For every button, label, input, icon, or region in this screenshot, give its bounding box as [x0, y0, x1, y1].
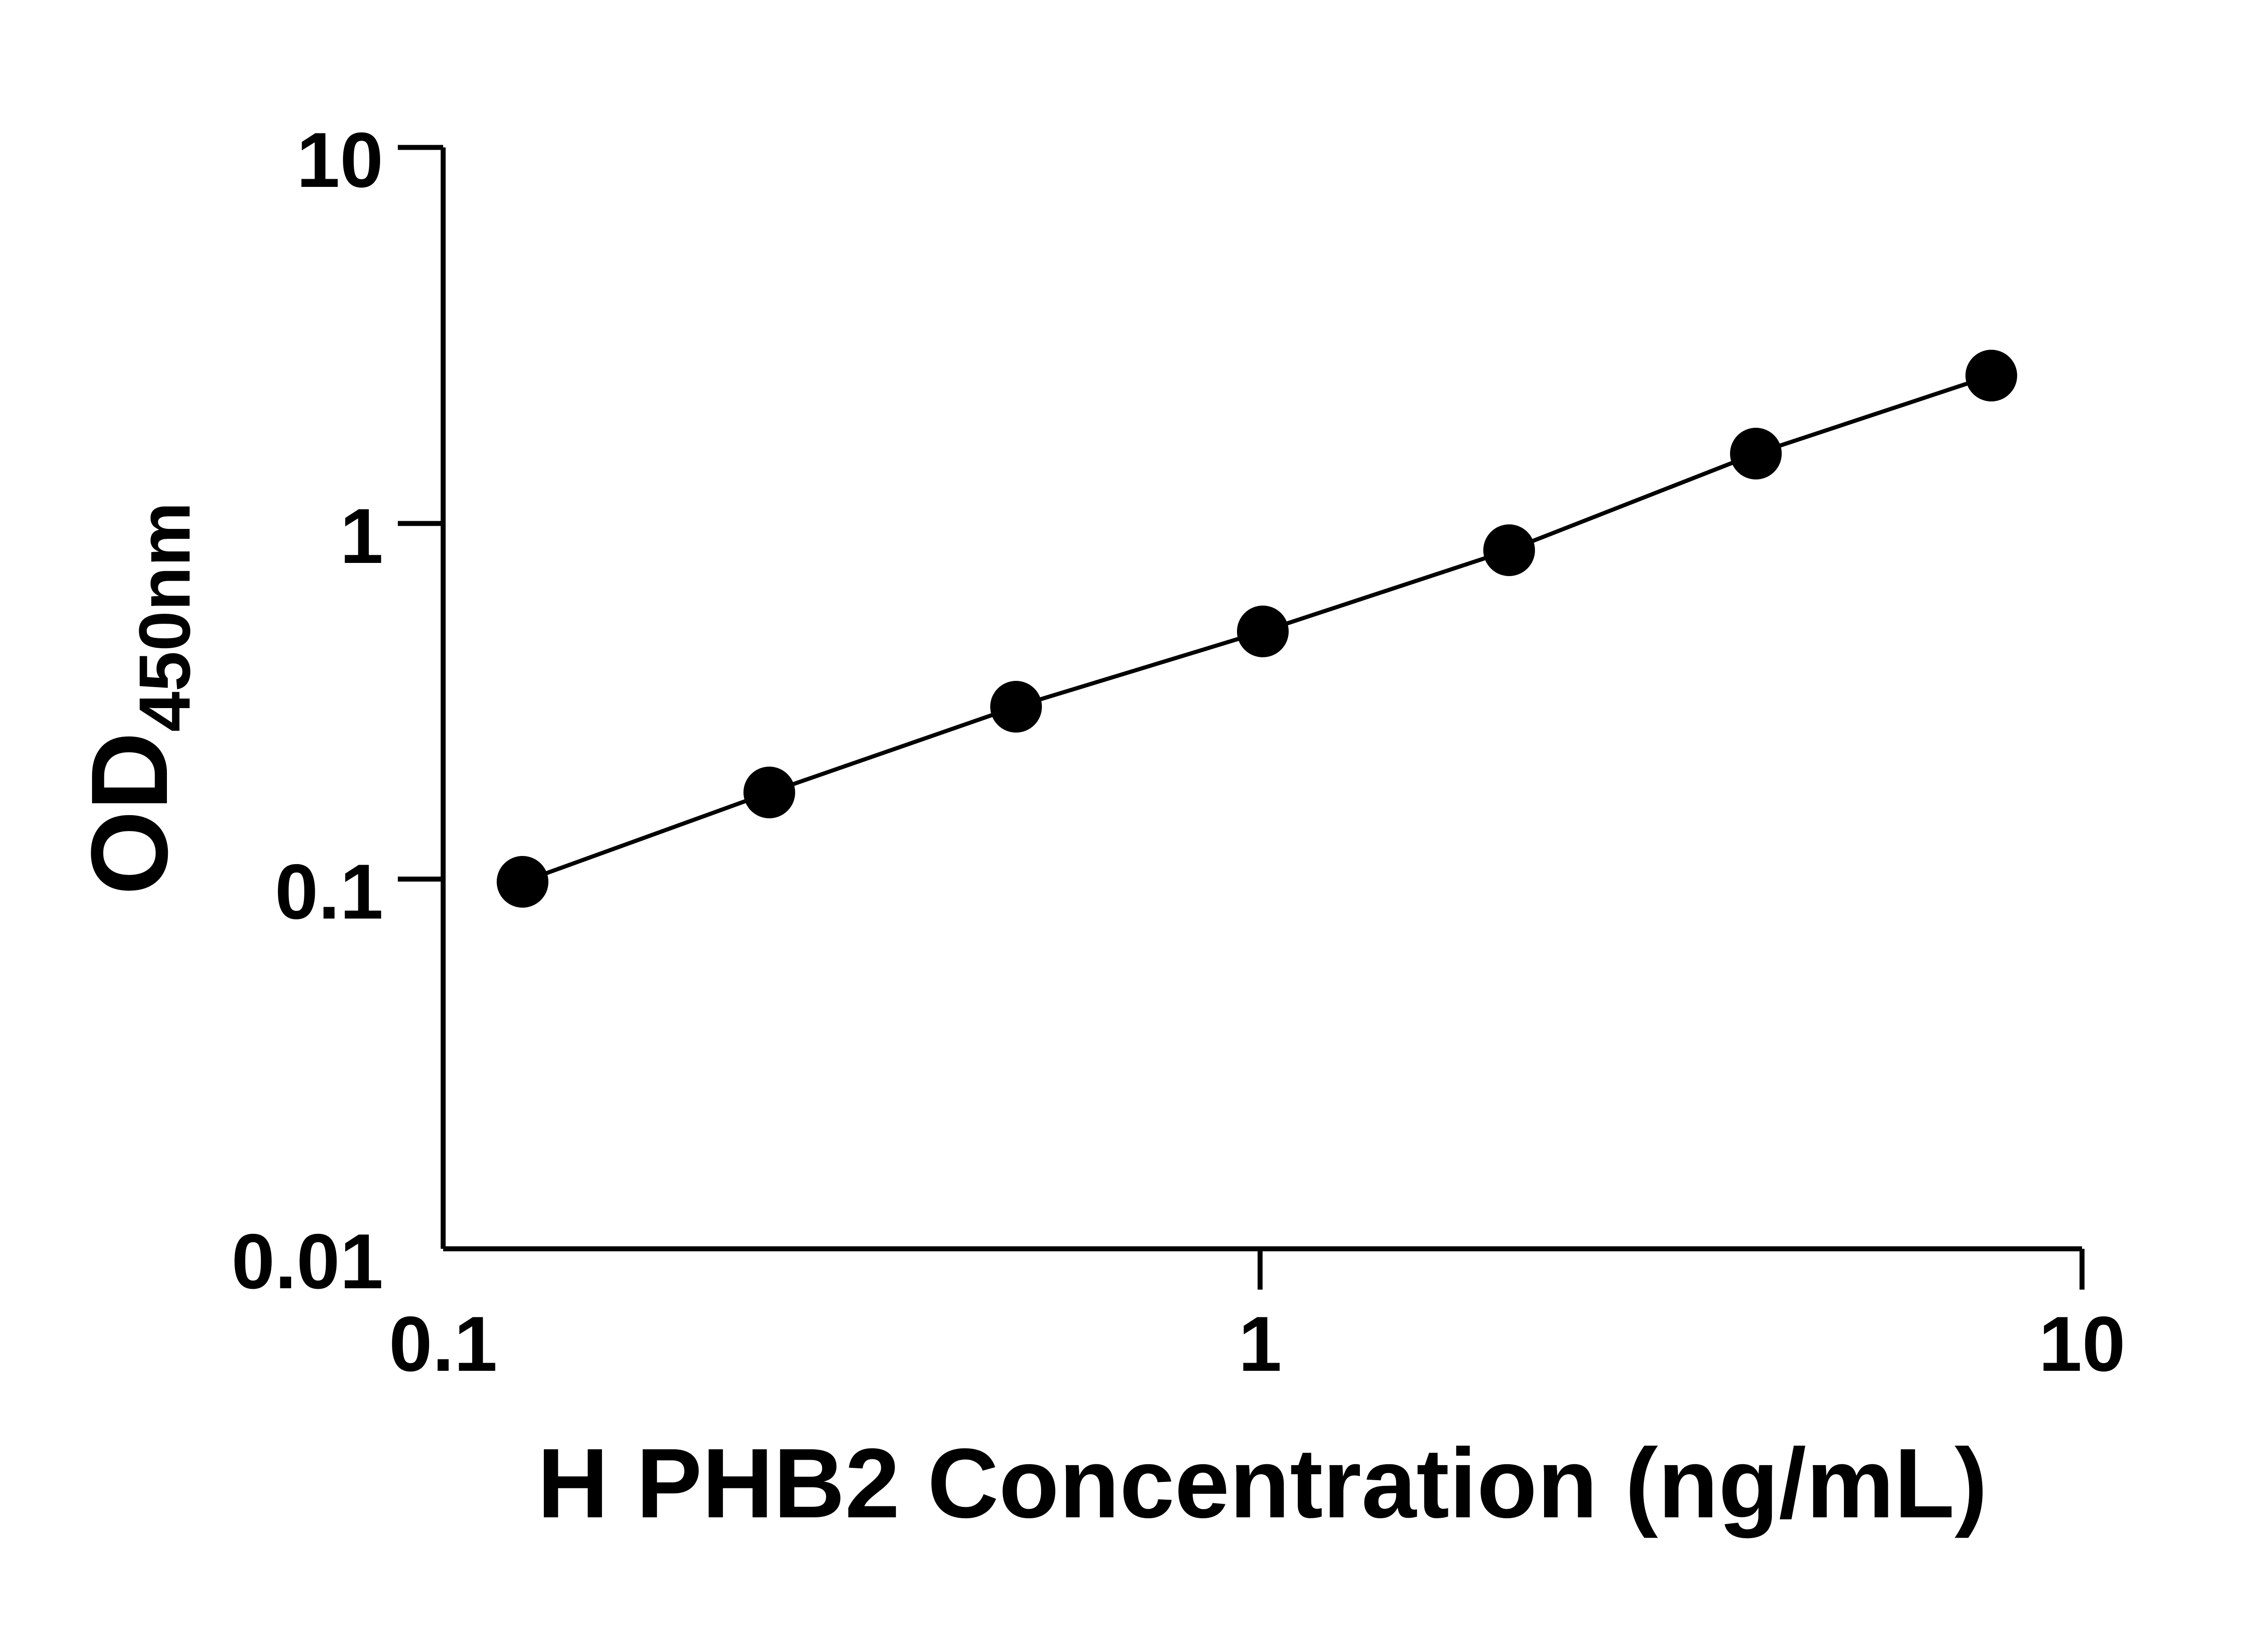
svg-text:OD450nm: OD450nm: [68, 502, 205, 895]
svg-text:0.1: 0.1: [389, 1301, 497, 1388]
svg-text:H PHB2 Concentration (ng/mL): H PHB2 Concentration (ng/mL): [537, 1428, 1987, 1539]
svg-text:0.1: 0.1: [275, 848, 383, 935]
svg-text:1: 1: [1238, 1301, 1282, 1388]
svg-text:10: 10: [2038, 1301, 2125, 1388]
svg-text:1: 1: [340, 493, 383, 580]
svg-text:10: 10: [297, 117, 383, 204]
svg-text:0.01: 0.01: [231, 1218, 383, 1305]
